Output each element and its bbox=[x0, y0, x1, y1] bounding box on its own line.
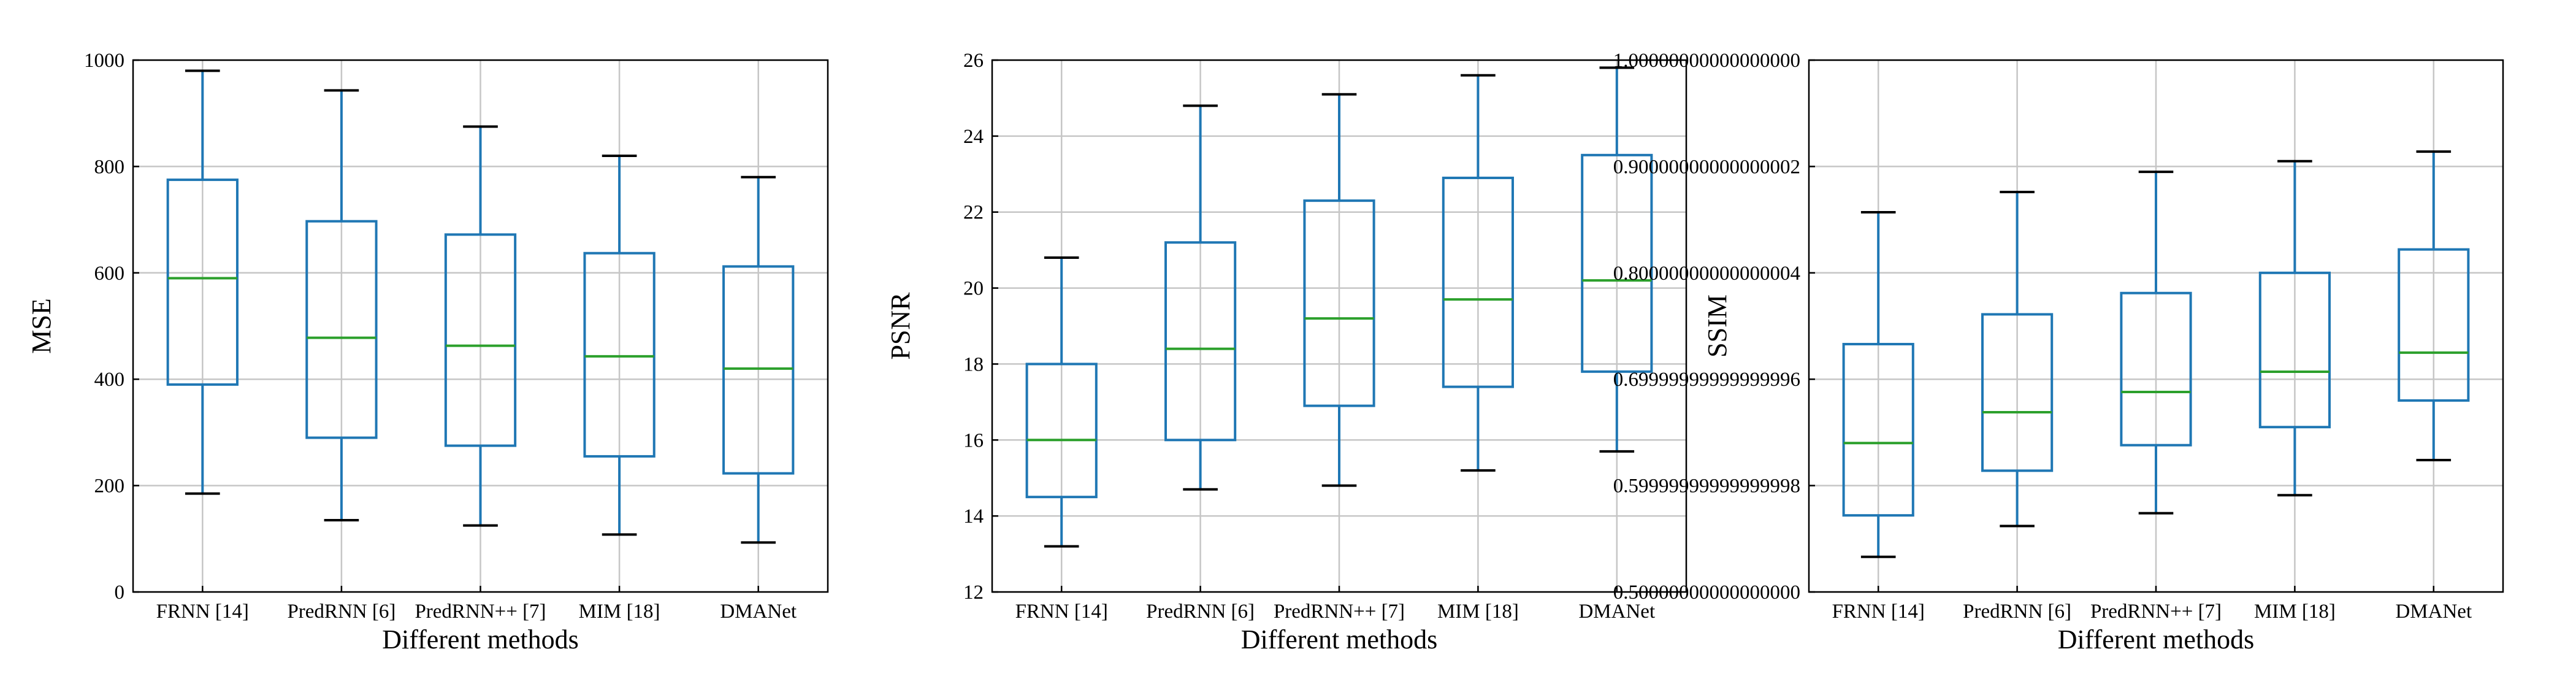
iqr-box bbox=[583, 252, 655, 458]
y-tick-label: 800 bbox=[94, 156, 125, 178]
y-tick-label: 600 bbox=[94, 263, 125, 285]
y-tick-label: 0.59999999999999998 bbox=[1613, 475, 1800, 497]
x-tick-label: DMANet bbox=[2395, 601, 2472, 623]
iqr-box bbox=[1981, 313, 2054, 472]
x-axis-label: Different methods bbox=[2058, 624, 2255, 655]
box-4 bbox=[1581, 66, 1653, 453]
box-3 bbox=[583, 155, 655, 536]
y-tick-label: 20 bbox=[963, 278, 984, 300]
y-tick-label: 18 bbox=[963, 353, 984, 375]
chart-panel-psnr: 12 14 16 18 20 22 24 26 FRNN [14] PredRNN [6] Pred… bbox=[885, 50, 1687, 655]
iqr-box bbox=[2398, 248, 2470, 402]
iqr-box bbox=[1303, 199, 1375, 407]
y-tick-label: 16 bbox=[963, 429, 984, 451]
y-tick-label: 200 bbox=[94, 475, 125, 497]
y-tick-label: 1000 bbox=[84, 50, 124, 72]
box-2 bbox=[2120, 171, 2192, 515]
iqr-box bbox=[444, 233, 517, 447]
y-axis-label: MSE bbox=[26, 298, 56, 353]
plot-frame bbox=[1808, 59, 2504, 593]
y-axis-label: PSNR bbox=[885, 292, 915, 360]
chart-panel-mse: 0 200 400 600 800 1000 FRNN [14] PredRNN [6] Pre… bbox=[26, 50, 829, 655]
box-1 bbox=[1164, 104, 1237, 491]
iqr-box bbox=[1164, 241, 1237, 442]
y-tick-label: 22 bbox=[963, 202, 984, 224]
x-tick-label: PredRNN++ [7] bbox=[2090, 601, 2222, 623]
x-tick-label: PredRNN [6] bbox=[1963, 601, 2071, 623]
box-3 bbox=[2258, 159, 2331, 497]
x-tick-label: PredRNN++ [7] bbox=[415, 601, 546, 623]
box-4 bbox=[2398, 150, 2470, 461]
y-tick-label: 24 bbox=[963, 126, 984, 148]
x-tick-label: MIM [18] bbox=[2254, 601, 2336, 623]
box-0 bbox=[1025, 256, 1098, 548]
y-tick-label: 12 bbox=[963, 582, 984, 604]
y-tick-label: 0.80000000000000004 bbox=[1613, 263, 1800, 285]
x-tick-label: DMANet bbox=[720, 601, 797, 623]
iqr-box bbox=[305, 220, 378, 439]
y-tick-label: 0.69999999999999996 bbox=[1613, 369, 1800, 391]
iqr-box bbox=[1581, 153, 1653, 373]
y-axis-label: SSIM bbox=[1702, 294, 1732, 358]
x-tick-label: PredRNN++ [7] bbox=[1274, 601, 1405, 623]
iqr-box bbox=[2258, 271, 2331, 429]
iqr-box bbox=[166, 179, 239, 386]
box-1 bbox=[305, 89, 378, 521]
x-tick-label: PredRNN [6] bbox=[287, 601, 396, 623]
x-tick-label: PredRNN [6] bbox=[1146, 601, 1255, 623]
y-tick-label: 0.50000000000000000 bbox=[1613, 582, 1800, 604]
x-tick-label: FRNN [14] bbox=[156, 601, 249, 623]
chart-panel-ssim: 0.50000000000000000 0.59999999999999998 0.… bbox=[1613, 50, 2504, 655]
iqr-box bbox=[722, 265, 795, 475]
plot-frame bbox=[991, 59, 1687, 593]
box-1 bbox=[1981, 191, 2054, 528]
x-tick-label: MIM [18] bbox=[1437, 601, 1519, 623]
iqr-box bbox=[1442, 176, 1515, 388]
y-tick-label: 0.90000000000000002 bbox=[1613, 156, 1800, 178]
x-axis-label: Different methods bbox=[1241, 624, 1438, 655]
y-tick-label: 400 bbox=[94, 369, 125, 391]
box-3 bbox=[1442, 74, 1515, 472]
box-4 bbox=[722, 175, 795, 544]
plot-frame bbox=[132, 59, 829, 593]
x-tick-label: DMANet bbox=[1578, 601, 1655, 623]
y-tick-label: 14 bbox=[963, 505, 984, 528]
x-tick-label: MIM [18] bbox=[579, 601, 660, 623]
box-2 bbox=[1303, 93, 1375, 487]
x-axis-label: Different methods bbox=[382, 624, 579, 655]
iqr-box bbox=[2120, 291, 2192, 447]
box-0 bbox=[1842, 210, 1914, 558]
y-tick-label: 26 bbox=[963, 50, 984, 72]
x-tick-label: FRNN [14] bbox=[1015, 601, 1108, 623]
x-tick-label: FRNN [14] bbox=[1832, 601, 1925, 623]
box-2 bbox=[444, 125, 517, 527]
y-tick-label: 0 bbox=[115, 582, 125, 604]
y-tick-label: 1.00000000000000000 bbox=[1613, 50, 1800, 72]
box-0 bbox=[166, 69, 239, 495]
iqr-box bbox=[1842, 342, 1914, 517]
iqr-box bbox=[1025, 363, 1098, 499]
